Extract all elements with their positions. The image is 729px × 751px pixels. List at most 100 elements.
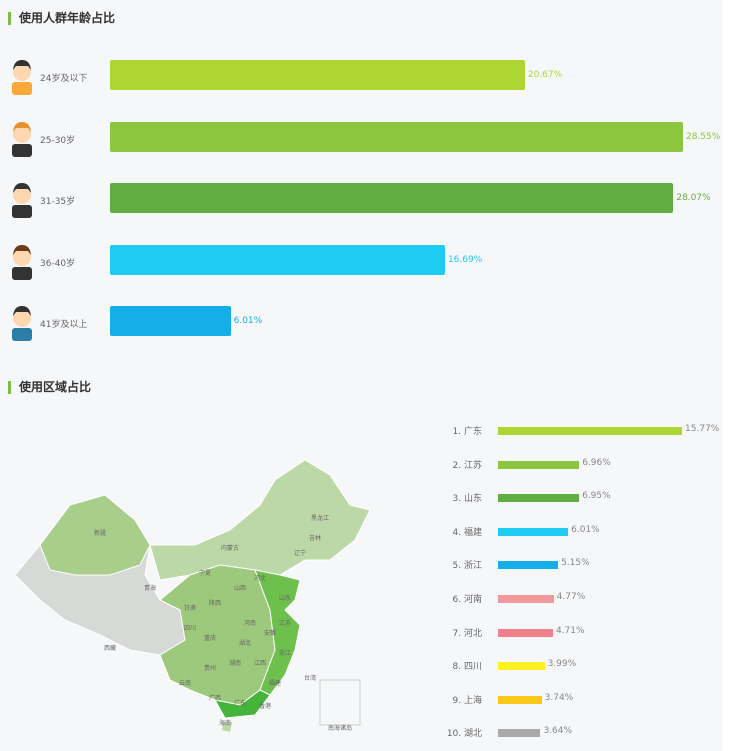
province-label: 西藏 (104, 644, 116, 652)
region-bar (498, 729, 541, 738)
person-avatar-icon (12, 306, 32, 341)
province-label: 宁夏 (199, 569, 211, 577)
region-row: 8. 四川 3.99% (430, 659, 729, 673)
age-label: 36-40岁 (40, 258, 76, 269)
province-label: 江苏 (279, 619, 291, 627)
person-avatar-icon (12, 121, 32, 157)
region-value: 15.77% (685, 424, 720, 434)
region-label: 5. 浙江 (452, 561, 482, 572)
province-label: 浙江 (279, 649, 291, 657)
region-value: 3.99% (547, 659, 577, 670)
region-label: 9. 上海 (452, 695, 482, 706)
province-label: 贵州 (204, 664, 216, 672)
region-bar (498, 595, 554, 603)
map-guangdong (214, 689, 271, 719)
region-value: 3.64% (543, 726, 573, 737)
region-bar (498, 494, 580, 503)
age-label: 41岁及以上 (40, 320, 88, 330)
person-avatar-icon (12, 183, 32, 218)
region-label: 2. 江苏 (452, 460, 482, 471)
province-label: 香港 (259, 702, 271, 710)
province-label: 河北 (254, 574, 266, 582)
person-avatar-icon (12, 244, 32, 280)
region-bar (498, 695, 542, 704)
region-bar (498, 527, 569, 536)
age-value: 28.55% (685, 131, 721, 142)
age-value: 20.67% (527, 70, 563, 80)
province-label: 山东 (279, 594, 291, 602)
province-label: 甘肃 (184, 604, 196, 612)
region-value: 6.01% (571, 524, 600, 535)
region-bar (498, 662, 545, 671)
province-label: 海南 (219, 719, 231, 727)
region-row: 5. 浙江 5.15% (430, 558, 729, 572)
age-row: 24岁及以下 20.67% (0, 55, 723, 95)
province-label: 南海诸岛 (328, 724, 352, 732)
province-label: 台湾 (304, 674, 316, 682)
province-label: 新疆 (94, 529, 106, 537)
region-row: 9. 上海 3.74% (430, 693, 729, 707)
age-row: 36-40岁 16.69% (0, 240, 723, 280)
region-bar (498, 460, 580, 469)
province-label: 辽宁 (294, 549, 306, 557)
region-label: 1. 广东 (452, 427, 482, 437)
province-label: 云南 (179, 679, 191, 687)
region-row: 3. 山东 6.95% (430, 491, 729, 505)
region-label: 3. 山东 (452, 494, 482, 505)
region-row: 6. 河南 4.77% (430, 592, 729, 606)
age-bar (110, 60, 525, 90)
region-row: 7. 河北 4.71% (430, 626, 729, 640)
age-section-title: 使用人群年龄占比 (8, 12, 115, 25)
province-label: 山西 (234, 584, 246, 592)
map-east (254, 569, 301, 696)
province-label: 内蒙古 (221, 544, 239, 552)
age-bar (110, 244, 445, 275)
region-bar (498, 427, 683, 435)
age-bar (110, 121, 683, 152)
person-avatar-icon (12, 60, 32, 95)
province-label: 广西 (209, 694, 221, 702)
province-label: 福建 (269, 679, 281, 687)
age-value: 28.07% (676, 193, 711, 203)
province-label: 吉林 (309, 534, 321, 542)
region-row: 10. 湖北 3.64% (430, 726, 729, 740)
region-bar (498, 561, 559, 570)
province-label: 黑龙江 (311, 514, 329, 522)
province-label: 陕西 (209, 599, 221, 607)
region-row: 1. 广东 15.77% (430, 424, 729, 438)
region-bar (498, 628, 553, 637)
province-label: 湖南 (229, 659, 241, 667)
region-label: 10. 湖北 (446, 729, 482, 740)
region-value: 3.74% (544, 692, 574, 703)
region-label: 8. 四川 (452, 662, 482, 673)
province-label: 四川 (184, 625, 196, 632)
map-xinjiang (39, 494, 151, 576)
age-row: 25-30岁 28.55% (0, 117, 723, 157)
province-label: 湖北 (239, 639, 251, 647)
region-value: 5.15% (561, 558, 590, 569)
province-label: 安徽 (264, 629, 276, 637)
age-label: 25-30岁 (40, 135, 76, 146)
age-bar (110, 306, 231, 336)
province-label: 广东 (234, 699, 246, 707)
region-row: 2. 江苏 6.96% (430, 458, 729, 472)
map-north (149, 459, 371, 581)
province-label: 青海 (144, 584, 156, 592)
region-label: 4. 福建 (452, 527, 482, 538)
province-label: 江西 (254, 660, 266, 667)
age-label: 24岁及以下 (40, 74, 88, 84)
region-row: 4. 福建 6.01% (430, 525, 729, 539)
age-value: 6.01% (233, 316, 263, 326)
map-hainan (222, 722, 232, 732)
age-bar (110, 183, 674, 213)
age-label: 31-35岁 (40, 197, 76, 207)
province-label: 河南 (244, 619, 256, 627)
region-label: 7. 河北 (452, 628, 482, 639)
region-value: 4.77% (556, 592, 586, 602)
south-sea-inset (319, 679, 361, 726)
region-value: 4.71% (555, 625, 585, 636)
province-label: 重庆 (204, 634, 216, 642)
region-section-title: 使用区域占比 (8, 381, 91, 394)
